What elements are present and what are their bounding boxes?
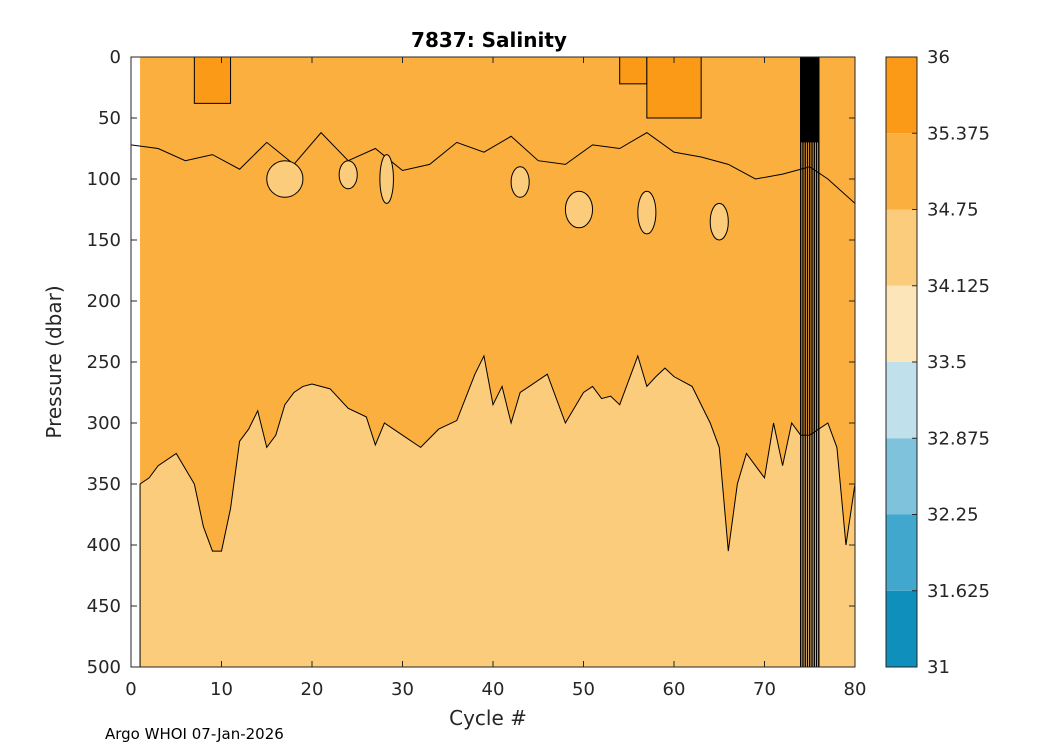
layer-deep-salinity [139,354,855,667]
colorbar-label: 36 [927,47,950,68]
footer-credit: Argo WHOI 07-Jan-2026 [105,725,284,743]
colorbar-segment [886,438,917,515]
patch-low-salinity [338,160,358,190]
x-tick-label: 20 [301,679,324,700]
colorbar-segment [886,57,917,134]
x-tick-label: 80 [844,679,867,700]
x-tick-label: 30 [391,679,414,700]
colorbar-label: 31.625 [927,581,990,602]
y-tick-label: 400 [87,535,121,556]
colorbar-label: 31 [927,657,950,678]
dense-contour-cap [800,57,819,143]
patch-low-salinity [564,190,594,229]
x-tick-label: 70 [753,679,776,700]
y-tick-label: 100 [87,169,121,190]
patch-high-salinity [646,57,702,119]
contour-upper [131,131,855,204]
y-tick-label: 250 [87,352,121,373]
x-tick-label: 40 [482,679,505,700]
y-tick-label: 0 [110,47,121,68]
colorbar-label: 32.25 [927,505,979,526]
y-tick-label: 450 [87,596,121,617]
x-tick-label: 50 [572,679,595,700]
colorbar-segment [886,514,917,591]
patch-low-salinity [637,190,657,235]
colorbar-segment [886,133,917,210]
colorbar-segment [886,362,917,439]
patch-low-salinity [266,160,304,198]
y-tick-label: 150 [87,230,121,251]
y-tick-label: 350 [87,474,121,495]
patch-low-salinity [379,154,394,204]
x-axis-label: Cycle # [449,706,527,730]
x-tick-label: 0 [125,679,136,700]
colorbar-label: 32.875 [927,428,990,449]
plot-area [131,57,855,667]
colorbar-segment [886,209,917,286]
y-tick-label: 500 [87,657,121,678]
y-axis-label: Pressure (dbar) [42,285,66,438]
y-tick-label: 50 [98,108,121,129]
colorbar-label: 34.75 [927,200,979,221]
patch-high-salinity [193,57,232,104]
colorbar-segment [886,285,917,362]
patch-high-salinity [619,57,648,85]
x-tick-label: 10 [210,679,233,700]
patch-low-salinity [510,166,530,198]
x-tick-label: 60 [663,679,686,700]
y-axis: 0 50 100 150 200 250 300 350 400 450 500 [87,47,855,678]
colorbar-label: 35.375 [927,123,990,144]
chart-title: 7837: Salinity [411,28,567,52]
y-tick-label: 200 [87,291,121,312]
patch-low-salinity [709,202,729,241]
colorbar-label: 34.125 [927,276,990,297]
y-tick-label: 300 [87,413,121,434]
colorbar-label: 33.5 [927,352,967,373]
x-axis: 0 10 20 30 40 50 60 70 80 [125,57,866,700]
colorbar-segment [886,590,917,667]
colorbar: 31 31.625 32.25 32.875 33.5 34.125 34.75 35.375… [885,47,990,678]
